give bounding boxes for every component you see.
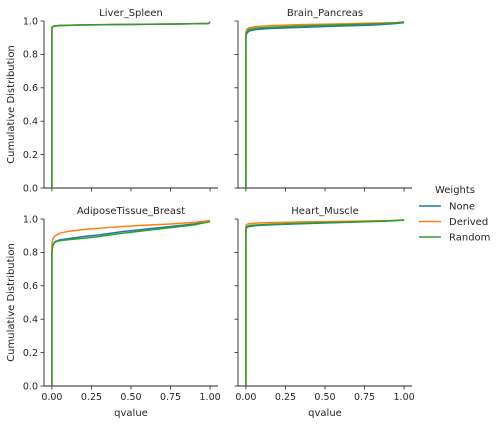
x-tick-label: 1.00: [394, 392, 415, 403]
legend-title: Weights: [435, 185, 475, 196]
series-line-random: [51, 21, 211, 188]
y-tick-label: 1.0: [23, 214, 38, 225]
legend-entries: None Derived Random: [419, 202, 490, 244]
series-line-none: [51, 21, 211, 188]
y-tick-label: 0.6: [23, 281, 38, 292]
series-line-random: [51, 220, 211, 386]
panel-1: Liver_Spleen 0.0 0.2 0.4 0.6 0.8 1.0 Cumulative…: [6, 8, 218, 194]
legend: Weights None Derived Random: [419, 185, 490, 244]
panel-3: AdiposeTissue_Breast 0.0 0.2 0.4 0.6 0.8 1.0 0.…: [6, 206, 221, 419]
panel-4: Heart_Muscle 0.00 0.25 0.50 0.75 1.00 qvalue: [234, 206, 415, 419]
x-tick-label: 0.00: [235, 392, 256, 403]
x-axis-label: qvalue: [308, 408, 342, 419]
y-tick-label: 0.8: [23, 248, 38, 259]
legend-entry-random: Random: [419, 233, 490, 244]
panel-2: Brain_Pancreas: [234, 8, 412, 192]
y-tick-label: 0.2: [23, 348, 38, 359]
panels-layer: Liver_Spleen 0.0 0.2 0.4 0.6 0.8 1.0 Cumulative…: [6, 8, 415, 419]
y-tick-label: 0.4: [23, 315, 38, 326]
legend-label: Random: [449, 233, 490, 244]
series-line-derived: [245, 21, 405, 188]
panel-title: Liver_Spleen: [99, 8, 163, 19]
panel-title: AdiposeTissue_Breast: [77, 206, 185, 217]
y-tick-label: 0.0: [23, 381, 38, 392]
series-line-derived: [51, 21, 211, 188]
series-line-none: [245, 21, 405, 188]
y-tick-label: 1.0: [23, 16, 38, 27]
y-axis-label: Cumulative Distribution: [6, 243, 17, 362]
series-line-derived: [245, 219, 405, 386]
x-tick-label: 0.50: [314, 392, 335, 403]
y-tick-label: 0.0: [23, 183, 38, 194]
x-tick-label: 0.25: [275, 392, 296, 403]
legend-entry-none: None: [419, 202, 475, 213]
legend-entry-derived: Derived: [419, 217, 488, 228]
legend-label: Derived: [449, 217, 488, 228]
series-line-random: [245, 219, 405, 386]
x-tick-label: 1.00: [200, 392, 221, 403]
panel-title: Brain_Pancreas: [287, 8, 363, 19]
y-tick-label: 0.6: [23, 83, 38, 94]
legend-label: None: [449, 202, 475, 213]
x-tick-label: 0.50: [120, 392, 141, 403]
x-tick-label: 0.75: [160, 392, 181, 403]
y-tick-label: 0.4: [23, 117, 38, 128]
y-tick-label: 0.2: [23, 150, 38, 161]
series-line-none: [51, 220, 211, 386]
x-tick-label: 0.00: [41, 392, 62, 403]
x-axis-label: qvalue: [114, 408, 148, 419]
x-tick-label: 0.25: [81, 392, 102, 403]
series-line-random: [245, 21, 405, 188]
series-line-none: [245, 219, 405, 386]
series-line-derived: [51, 219, 211, 386]
x-tick-label: 0.75: [354, 392, 375, 403]
panel-title: Heart_Muscle: [291, 206, 358, 217]
y-axis-label: Cumulative Distribution: [6, 45, 17, 164]
y-tick-label: 0.8: [23, 50, 38, 61]
